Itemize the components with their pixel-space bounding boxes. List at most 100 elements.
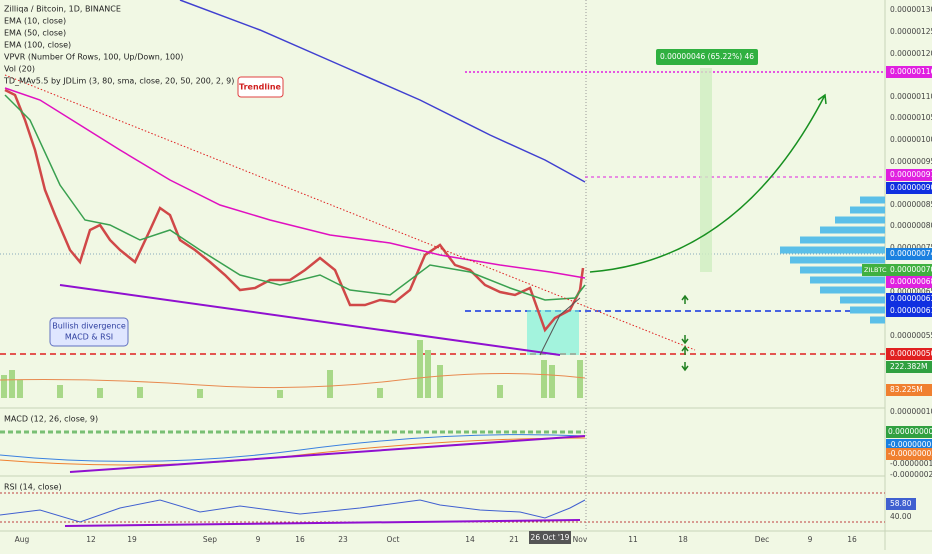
macd-tag [886, 448, 932, 460]
time-label: 9 [808, 535, 813, 544]
measure-label [656, 49, 758, 65]
price-tag [886, 348, 932, 360]
price-candles [4, 88, 585, 333]
projection-arrow [589, 94, 826, 273]
symbol-tag [862, 264, 886, 276]
price-label: 0.00000120 [890, 49, 932, 58]
indicator-label: Vol (20) [4, 65, 35, 74]
cursor-text: 26 Oct '19 [531, 533, 570, 542]
macd-tag-text: -0.00000001 [888, 440, 932, 449]
rsi-tag-text: 58.80 [890, 499, 912, 508]
rsi-divergence [64, 519, 581, 527]
trendline-callout [237, 76, 284, 98]
price-label: 0.00000055 [890, 331, 932, 340]
measure-box [527, 310, 579, 355]
measure-range [700, 68, 712, 272]
time-label: Nov [573, 535, 588, 544]
cursor-label [529, 531, 571, 544]
indicator-label: EMA (50, close) [4, 29, 66, 38]
time-label: Dec [755, 535, 770, 544]
price-tag [886, 248, 932, 260]
time-label: Oct [387, 535, 400, 544]
symbol-tag-text: ZILBTC [864, 266, 887, 274]
volume-ma [0, 372, 586, 389]
price-tag [886, 276, 932, 288]
time-label: 9 [256, 535, 261, 544]
rsi-line [0, 499, 586, 523]
price-tag [886, 182, 932, 194]
measure-text: 0.00000046 (65.22%) 46 [660, 52, 754, 61]
price-label: 0.00000130 [890, 5, 932, 14]
signal-arrows [681, 294, 689, 372]
price-tag-text: 222.382M [890, 362, 928, 371]
macd-label: 0.00000010 [890, 407, 932, 416]
zigzag [539, 297, 581, 356]
price-tag [886, 361, 932, 373]
price-tag-text: 0.00000063 [890, 294, 932, 303]
price-tag-text: 0.00000061 [890, 306, 932, 315]
price-tag-text: 0.00000068 [890, 277, 932, 286]
price-label: 0.00000065 [890, 287, 932, 296]
macd-divergence [69, 435, 586, 473]
price-label: 0.00000075 [890, 243, 932, 252]
time-label: 16 [295, 535, 305, 544]
price-label: 0.00000080 [890, 221, 932, 230]
volume-profile [780, 196, 885, 324]
macd-tag-text: -0.00000002 [888, 449, 932, 458]
price-tag [886, 66, 932, 78]
ema-50 [4, 87, 586, 279]
price-tag-text: 0.00000091 [890, 170, 932, 179]
ema-10 [4, 94, 586, 301]
price-tag-text: 0.00000090 [890, 183, 932, 192]
divergence-text: Bullish divergence [52, 322, 126, 331]
price-tag-text: 0.00000116 [890, 67, 932, 76]
divergence-callout [49, 317, 129, 347]
price-label: 0.00000110 [890, 92, 932, 101]
symbol-title: Zilliqa / Bitcoin, 1D, BINANCE [4, 5, 121, 14]
ema-100 [179, 0, 586, 183]
indicator-label: EMA (100, close) [4, 41, 71, 50]
macd-line [0, 434, 586, 462]
time-label: 16 [847, 535, 857, 544]
price-tag-text: 0.00000050 [890, 349, 932, 358]
volume-bars [1, 340, 583, 398]
time-label: Aug [15, 535, 30, 544]
time-label: 18 [678, 535, 688, 544]
indicator-label: EMA (10, close) [4, 17, 66, 26]
time-label: 23 [338, 535, 348, 544]
time-label: 12 [86, 535, 96, 544]
price-tag-text: 0.00000074 [890, 249, 932, 258]
price-label: 0.00000100 [890, 135, 932, 144]
price-tag [886, 264, 932, 276]
rsi-tag-text: 40.00 [890, 512, 912, 521]
rsi-tag [886, 498, 916, 510]
trendline [4, 74, 696, 351]
time-label: 14 [465, 535, 475, 544]
price-tag [886, 305, 932, 317]
price-label: 0.00000085 [890, 200, 932, 209]
macd-tag-text: 0.00000000 [888, 427, 932, 436]
support-line [59, 284, 561, 356]
price-label: 0.00000125 [890, 27, 932, 36]
price-tag-text: 83.225M [890, 385, 923, 394]
price-label: 0.00000095 [890, 157, 932, 166]
time-label: 11 [628, 535, 638, 544]
indicator-label: VPVR (Number Of Rows, 100, Up/Down, 100) [4, 53, 183, 62]
divergence-text: MACD & RSI [65, 333, 113, 342]
price-tag-text: 0.00000070 [890, 265, 932, 274]
trendline-text: Trendline [239, 83, 282, 92]
rsi-title: RSI (14, close) [4, 483, 62, 492]
time-label: 19 [127, 535, 137, 544]
price-tag [886, 169, 932, 181]
price-tag [886, 293, 932, 305]
price-tag [886, 384, 932, 396]
time-label: 21 [509, 535, 519, 544]
price-label: 0.00000105 [890, 113, 932, 122]
macd-title: MACD (12, 26, close, 9) [4, 415, 98, 424]
macd-label: -0.00000010 [890, 459, 932, 468]
indicator-label: TD_MAv5.5 by JDLim (3, 80, sma, close, 2… [3, 77, 234, 86]
arrow-head [817, 93, 827, 105]
